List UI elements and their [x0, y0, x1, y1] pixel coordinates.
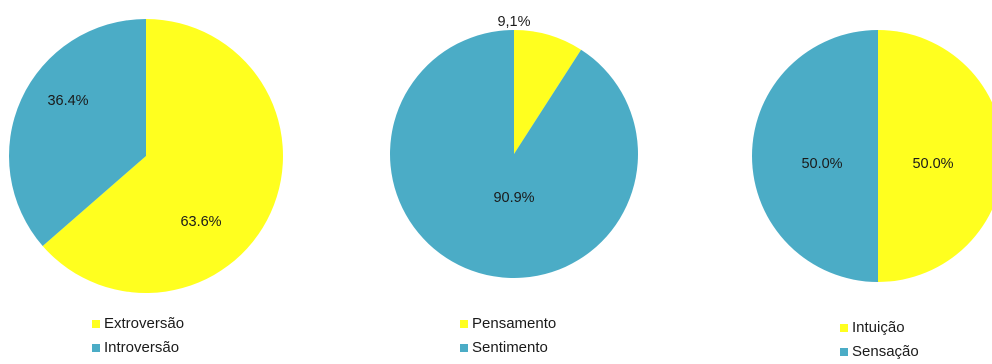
legend-item-sensacao: Sensação — [840, 340, 919, 364]
legend-item-sentimento: Sentimento — [460, 336, 556, 360]
legend-swatch-sentimento — [460, 344, 468, 352]
legend-label-intuicao: Intuição — [852, 316, 905, 340]
legend-swatch-extroversao — [92, 320, 100, 328]
pie-chart-1-svg: 63.6% 36.4% — [0, 0, 330, 300]
legend-item-pensamento: Pensamento — [460, 312, 556, 336]
legend-swatch-introversao — [92, 344, 100, 352]
legend-label-extroversao: Extroversão — [104, 312, 184, 336]
legend-label-sensacao: Sensação — [852, 340, 919, 364]
legend-chart-1: Extroversão Introversão — [92, 312, 184, 360]
legend-label-introversao: Introversão — [104, 336, 179, 360]
legend-chart-3: Intuição Sensação — [840, 316, 919, 364]
legend-item-introversao: Introversão — [92, 336, 184, 360]
data-label-intuicao: 50.0% — [912, 156, 953, 172]
pie-chart-1: 63.6% 36.4% Extroversão Introversão — [0, 0, 330, 363]
legend-label-sentimento: Sentimento — [472, 336, 548, 360]
legend-label-pensamento: Pensamento — [472, 312, 556, 336]
data-label-extroversao: 63.6% — [180, 214, 221, 230]
data-label-introversao: 36.4% — [47, 93, 88, 109]
pie-chart-2: 9,1% 90.9% Pensamento Sentimento — [360, 0, 690, 363]
pie-chart-2-svg: 9,1% 90.9% — [360, 0, 690, 300]
pie-slice-sentimento — [390, 30, 638, 278]
pie-chart-3: 50.0% 50.0% Intuição Sensação — [700, 0, 992, 363]
legend-swatch-pensamento — [460, 320, 468, 328]
legend-swatch-sensacao — [840, 348, 848, 356]
legend-chart-2: Pensamento Sentimento — [460, 312, 556, 360]
legend-item-intuicao: Intuição — [840, 316, 919, 340]
data-label-sentimento: 90.9% — [493, 190, 534, 206]
legend-item-extroversao: Extroversão — [92, 312, 184, 336]
data-label-pensamento: 9,1% — [497, 14, 530, 30]
pie-chart-3-svg: 50.0% 50.0% — [700, 0, 992, 300]
data-label-sensacao: 50.0% — [801, 156, 842, 172]
legend-swatch-intuicao — [840, 324, 848, 332]
